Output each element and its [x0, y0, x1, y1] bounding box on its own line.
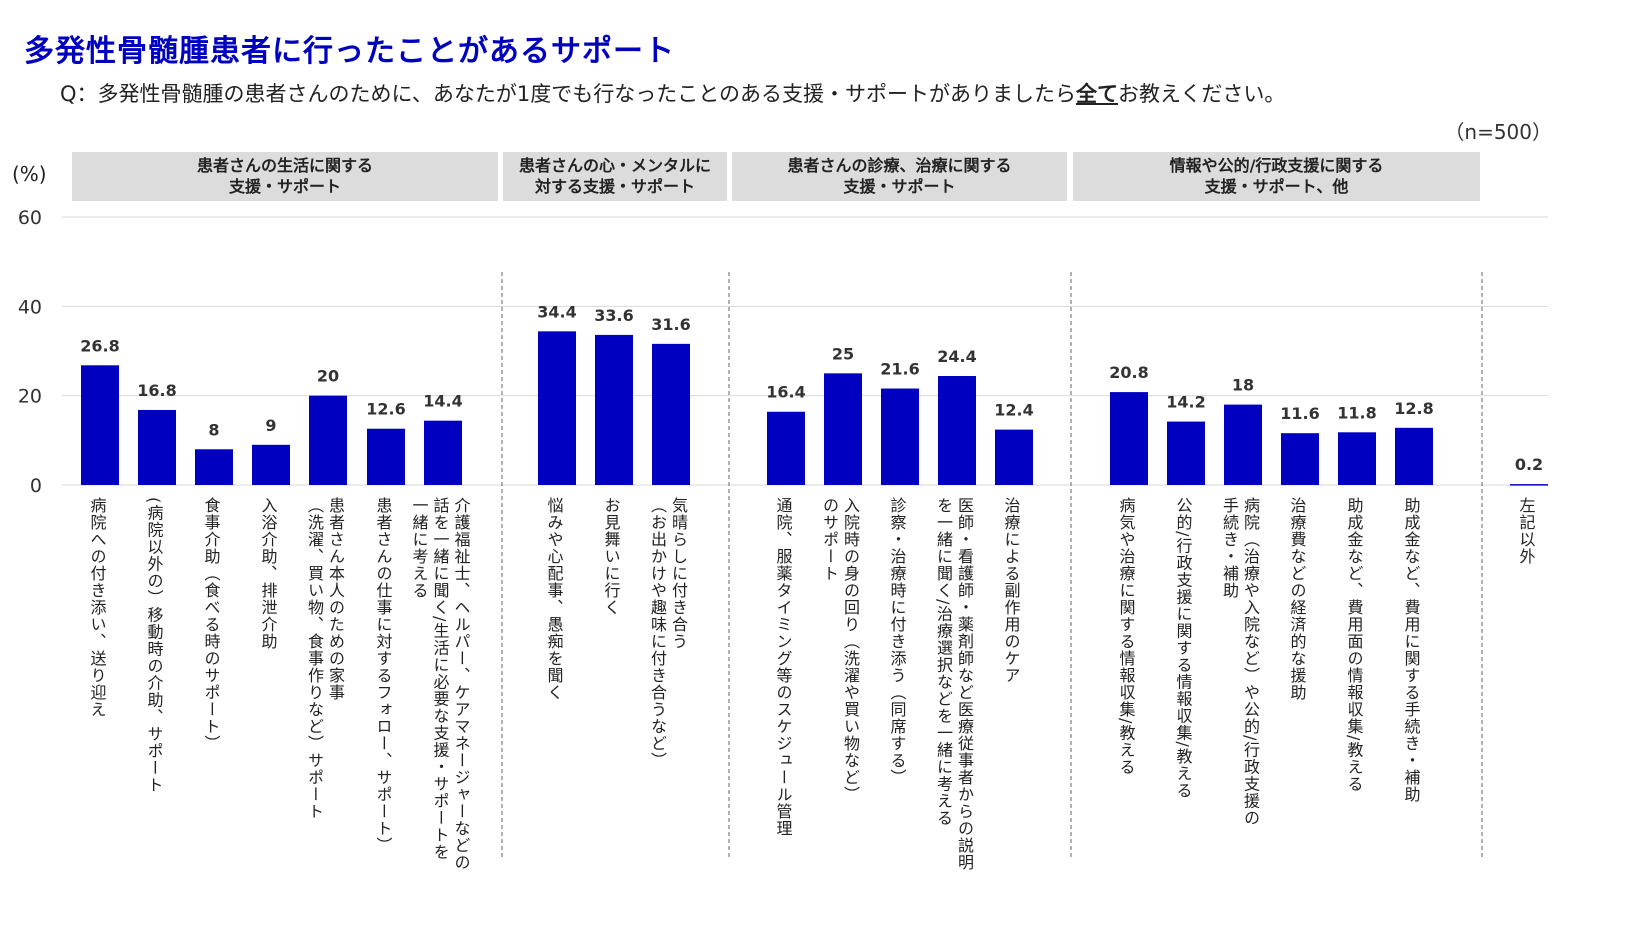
data-label: 31.6	[651, 315, 690, 334]
category-label: 診察・治療時に付き添う（同席する）	[887, 497, 907, 786]
category-label: 病院への付き添い、送り迎え	[87, 497, 107, 718]
group-header: 患者さんの心・メンタルに 対する支援・サポート	[503, 152, 727, 201]
bar	[652, 343, 690, 485]
bar	[367, 428, 405, 485]
data-label: 11.6	[1280, 404, 1319, 423]
y-tick-label: 60	[18, 207, 42, 229]
category-label: 食事介助（食べる時のサポート）	[201, 497, 221, 752]
data-label: 34.4	[537, 302, 576, 321]
bar	[1167, 421, 1205, 485]
data-label: 25	[832, 344, 854, 363]
bar	[995, 429, 1033, 485]
data-label: 14.2	[1166, 393, 1205, 412]
y-axis-unit: (%)	[12, 162, 47, 186]
data-label: 18	[1232, 376, 1254, 395]
category-label: 治療費などの経済的な援助	[1287, 497, 1307, 701]
bar	[1281, 433, 1319, 485]
group-header: 患者さんの生活に関する 支援・サポート	[72, 152, 498, 201]
y-tick-label: 20	[18, 386, 42, 408]
category-label: 患者さん本人のための家事 （洗濯、買い物、食事作りなど）サポート	[305, 497, 345, 820]
y-tick-label: 40	[18, 296, 42, 318]
data-label: 11.8	[1337, 403, 1376, 422]
bar	[138, 409, 176, 485]
data-label: 8	[208, 420, 219, 439]
data-label: 12.8	[1394, 399, 1433, 418]
bar	[595, 334, 633, 485]
category-label: 助成金など、費用に関する手続き・補助	[1401, 497, 1421, 803]
category-label: 入浴介助、排泄介助	[258, 497, 278, 650]
group-header: 患者さんの診療、治療に関する 支援・サポート	[732, 152, 1067, 201]
sample-size: （n=500）	[1444, 120, 1552, 144]
category-label: 病気や治療に関する情報収集/教える	[1116, 497, 1136, 776]
category-label: 通院、服薬タイミング等のスケジュール管理	[773, 497, 793, 837]
group-header: 情報や公的/行政支援に関する 支援・サポート、他	[1073, 152, 1480, 201]
bar	[1395, 427, 1433, 485]
bar	[767, 411, 805, 485]
question-suffix: お教えください。	[1118, 82, 1286, 106]
bar	[81, 365, 119, 485]
category-label: 病院（治療や入院など）や公的/行政支援の 手続き・補助	[1220, 497, 1260, 827]
bar	[1224, 404, 1262, 485]
data-label: 16.8	[137, 381, 176, 400]
bar	[538, 331, 576, 485]
data-label: 20	[317, 367, 339, 386]
category-label: 入院時の身の回り（洗濯や買い物など） のサポート	[820, 497, 860, 803]
data-label: 33.6	[594, 306, 633, 325]
category-label: 公的/行政支援に関する情報収集/教える	[1173, 497, 1193, 799]
bar	[252, 444, 290, 485]
question-emphasis: 全て	[1076, 82, 1119, 106]
data-label: 24.4	[937, 347, 976, 366]
bar	[938, 376, 976, 485]
category-label: 助成金など、費用面の情報収集/教える	[1344, 497, 1364, 793]
data-label: 14.4	[423, 392, 462, 411]
category-label: 患者さんの仕事に対するフォロー、サポート）	[373, 497, 393, 854]
data-label: 21.6	[880, 360, 919, 379]
page-title: 多発性骨髄腫患者に行ったことがあるサポート	[24, 34, 675, 69]
data-label: 16.4	[766, 383, 805, 402]
y-tick-label: 0	[30, 475, 42, 497]
bar	[1338, 432, 1376, 485]
category-label: 左記以外	[1516, 497, 1536, 565]
category-label: (病院以外の）移動時の介助、サポート	[144, 497, 164, 794]
data-label: 26.8	[80, 336, 119, 355]
bar	[1110, 392, 1148, 485]
category-label: 気晴らしに付き合う （お出かけや趣味に付き合うなど）	[648, 497, 688, 769]
category-label: 医師・看護師・薬剤師など医療従事者からの説明 を一緒に聞く/治療選択などを一緒に…	[934, 497, 974, 871]
category-label: 治療による副作用のケア	[1001, 497, 1021, 684]
bar	[309, 395, 347, 485]
category-label: お見舞いに行く	[601, 497, 621, 616]
data-label: 9	[265, 416, 276, 435]
category-label: 介護福祉士、ヘルパー、ケアマネージャーなどの 話を一緒に聞く/生活に必要な支援・…	[409, 497, 471, 871]
bar	[1510, 484, 1548, 486]
question-prefix: Q：多発性骨髄腫の患者さんのために、あなたが1度でも行なったことのある支援・サポ…	[60, 82, 1077, 106]
question-text: Q：多発性骨髄腫の患者さんのために、あなたが1度でも行なったことのある支援・サポ…	[60, 78, 1285, 108]
data-label: 12.4	[994, 401, 1033, 420]
bar	[881, 388, 919, 485]
bar	[824, 373, 862, 485]
data-label: 20.8	[1109, 363, 1148, 382]
bar	[424, 420, 462, 485]
bar	[195, 449, 233, 485]
category-label: 悩みや心配事、愚痴を聞く	[544, 497, 564, 701]
data-label: 12.6	[366, 400, 405, 419]
data-label: 0.2	[1515, 455, 1543, 474]
